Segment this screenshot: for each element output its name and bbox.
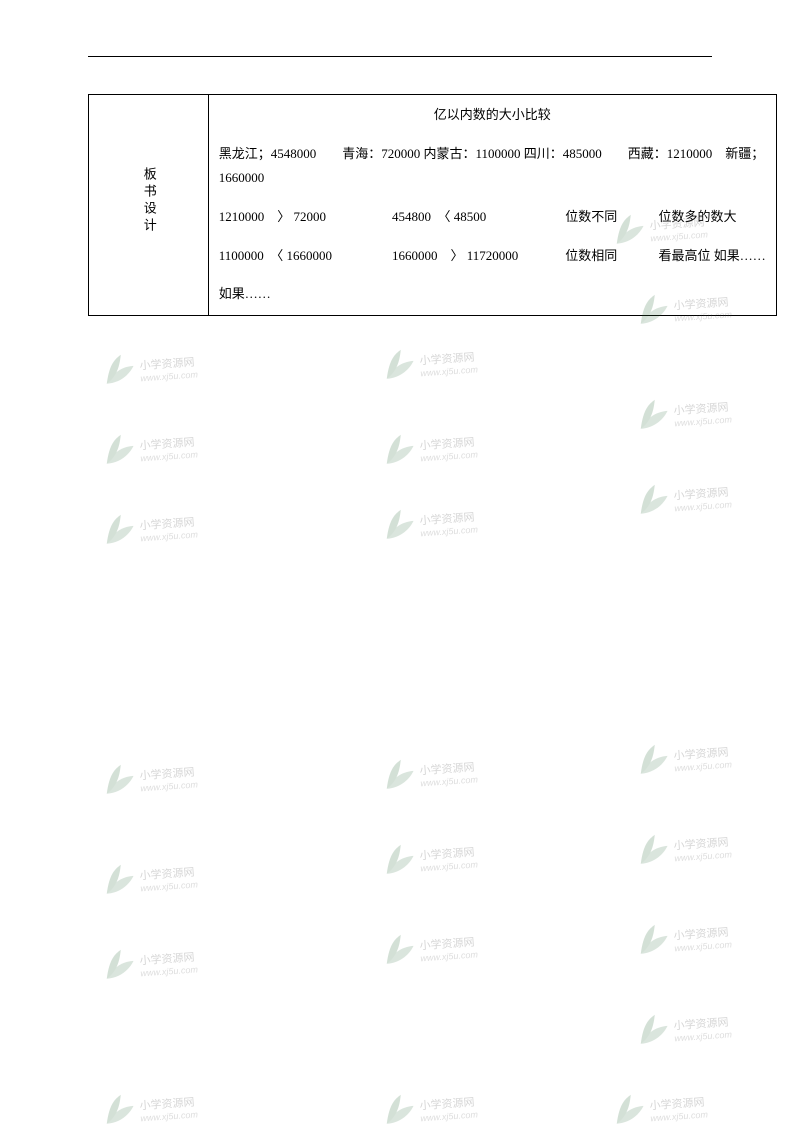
cmp2-a: 1100000 〈 1660000 (219, 244, 389, 269)
watermark: 小学资源网www.xj5u.com (379, 1086, 502, 1132)
content-title: 亿以内数的大小比较 (219, 103, 766, 128)
watermark: 小学资源网www.xj5u.com (379, 926, 502, 976)
compare-line-2: 1100000 〈 1660000 1660000 〉 11720000 位数相… (219, 244, 766, 269)
svg-text:小学资源网: 小学资源网 (673, 485, 729, 503)
svg-text:小学资源网: 小学资源网 (139, 435, 195, 453)
cmp1-b: 454800 〈 48500 (392, 205, 562, 230)
svg-text:www.xj5u.com: www.xj5u.com (420, 524, 479, 538)
svg-text:www.xj5u.com: www.xj5u.com (140, 779, 199, 793)
cmp2-note2: 看最高位 如果…… (659, 244, 766, 269)
svg-text:www.xj5u.com: www.xj5u.com (140, 964, 199, 978)
svg-text:小学资源网: 小学资源网 (419, 435, 475, 453)
svg-text:www.xj5u.com: www.xj5u.com (420, 364, 479, 378)
svg-text:小学资源网: 小学资源网 (139, 355, 195, 373)
watermark: 小学资源网www.xj5u.com (379, 836, 502, 886)
svg-text:www.xj5u.com: www.xj5u.com (674, 414, 733, 428)
cmp1-note1: 位数不同 (565, 205, 655, 230)
svg-text:小学资源网: 小学资源网 (673, 925, 729, 943)
svg-text:www.xj5u.com: www.xj5u.com (674, 849, 733, 863)
top-horizontal-rule (88, 56, 712, 57)
cmp2-b: 1660000 〉 11720000 (392, 244, 562, 269)
cmp2-note1: 位数相同 (565, 244, 655, 269)
svg-text:小学资源网: 小学资源网 (673, 400, 729, 418)
svg-text:www.xj5u.com: www.xj5u.com (140, 369, 199, 383)
cmp1-note2: 位数多的数大 (659, 205, 737, 230)
svg-text:小学资源网: 小学资源网 (139, 765, 195, 783)
watermark: 小学资源网www.xj5u.com (633, 391, 756, 441)
svg-text:www.xj5u.com: www.xj5u.com (420, 859, 479, 873)
svg-text:小学资源网: 小学资源网 (649, 1095, 705, 1113)
compare-line-1: 1210000 〉 72000 454800 〈 48500 位数不同 位数多的… (219, 205, 766, 230)
watermark: 小学资源网www.xj5u.com (633, 1006, 756, 1056)
svg-text:www.xj5u.com: www.xj5u.com (650, 1109, 709, 1123)
svg-text:小学资源网: 小学资源网 (419, 350, 475, 368)
watermark: 小学资源网www.xj5u.com (99, 856, 222, 906)
svg-text:小学资源网: 小学资源网 (139, 515, 195, 533)
svg-text:www.xj5u.com: www.xj5u.com (140, 879, 199, 893)
table-row: 板书设计 亿以内数的大小比较 黑龙江；4548000 青海：720000 内蒙古… (89, 95, 777, 316)
svg-text:小学资源网: 小学资源网 (139, 1095, 195, 1113)
provinces-line: 黑龙江；4548000 青海：720000 内蒙古：1100000 四川：485… (219, 142, 766, 191)
svg-text:www.xj5u.com: www.xj5u.com (674, 499, 733, 513)
svg-text:小学资源网: 小学资源网 (419, 510, 475, 528)
svg-text:小学资源网: 小学资源网 (419, 1095, 475, 1113)
svg-text:小学资源网: 小学资源网 (419, 760, 475, 778)
watermark: 小学资源网www.xj5u.com (99, 426, 222, 476)
svg-text:小学资源网: 小学资源网 (673, 835, 729, 853)
svg-text:www.xj5u.com: www.xj5u.com (420, 449, 479, 463)
watermark: 小学资源网www.xj5u.com (99, 941, 222, 991)
watermark: 小学资源网www.xj5u.com (379, 341, 502, 391)
lesson-table: 板书设计 亿以内数的大小比较 黑龙江；4548000 青海：720000 内蒙古… (88, 94, 777, 316)
cmp1-a: 1210000 〉 72000 (219, 205, 389, 230)
svg-text:www.xj5u.com: www.xj5u.com (140, 449, 199, 463)
watermark: 小学资源网www.xj5u.com (379, 426, 502, 476)
trailing-line: 如果…… (219, 282, 766, 307)
watermark: 小学资源网www.xj5u.com (99, 1086, 222, 1132)
svg-text:小学资源网: 小学资源网 (673, 1015, 729, 1033)
svg-text:www.xj5u.com: www.xj5u.com (420, 774, 479, 788)
watermark: 小学资源网www.xj5u.com (99, 346, 222, 396)
svg-text:小学资源网: 小学资源网 (673, 745, 729, 763)
svg-text:www.xj5u.com: www.xj5u.com (674, 759, 733, 773)
watermark: 小学资源网www.xj5u.com (609, 1086, 732, 1132)
watermark: 小学资源网www.xj5u.com (633, 826, 756, 876)
row-label-cell: 板书设计 (89, 95, 209, 316)
svg-text:小学资源网: 小学资源网 (139, 865, 195, 883)
row-label-text: 板书设计 (136, 167, 161, 235)
watermark: 小学资源网www.xj5u.com (633, 916, 756, 966)
watermark: 小学资源网www.xj5u.com (633, 736, 756, 786)
watermark: 小学资源网www.xj5u.com (379, 751, 502, 801)
watermark: 小学资源网www.xj5u.com (99, 506, 222, 556)
svg-text:小学资源网: 小学资源网 (419, 845, 475, 863)
svg-text:www.xj5u.com: www.xj5u.com (420, 1109, 479, 1123)
svg-text:www.xj5u.com: www.xj5u.com (140, 529, 199, 543)
watermark: 小学资源网www.xj5u.com (99, 756, 222, 806)
svg-text:www.xj5u.com: www.xj5u.com (140, 1109, 199, 1123)
svg-text:小学资源网: 小学资源网 (419, 935, 475, 953)
watermark: 小学资源网www.xj5u.com (633, 476, 756, 526)
svg-text:www.xj5u.com: www.xj5u.com (420, 949, 479, 963)
watermark: 小学资源网www.xj5u.com (379, 501, 502, 551)
svg-text:小学资源网: 小学资源网 (139, 950, 195, 968)
content-cell: 亿以内数的大小比较 黑龙江；4548000 青海：720000 内蒙古：1100… (208, 95, 776, 316)
page: 板书设计 亿以内数的大小比较 黑龙江；4548000 青海：720000 内蒙古… (0, 0, 800, 1132)
svg-text:www.xj5u.com: www.xj5u.com (674, 939, 733, 953)
svg-text:www.xj5u.com: www.xj5u.com (674, 1029, 733, 1043)
